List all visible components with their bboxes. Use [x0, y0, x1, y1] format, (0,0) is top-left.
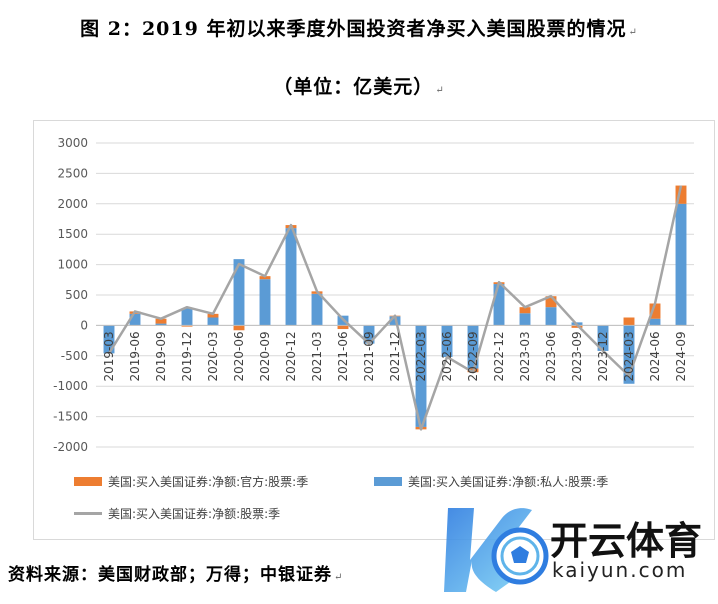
x-tick-label: 2020-12 [284, 331, 298, 381]
x-tick-label: 2021-12 [388, 331, 402, 381]
x-tick-label: 2024-03 [622, 331, 636, 381]
x-tick-label: 2022-12 [492, 331, 506, 381]
x-tick-label: 2019-06 [128, 331, 142, 381]
bar-private [207, 317, 219, 326]
y-tick-label: -2000 [53, 440, 88, 454]
y-tick-label: -1000 [53, 379, 88, 393]
legend-swatch-private [374, 477, 402, 486]
y-tick-label: -500 [61, 349, 88, 363]
bar-official [519, 307, 531, 314]
bar-official [259, 276, 271, 280]
bar-official [623, 317, 635, 326]
bar-private [649, 318, 661, 326]
bar-private [415, 325, 427, 427]
bar-private [467, 325, 479, 369]
x-tick-label: 2019-09 [154, 331, 168, 381]
bar-official [337, 325, 349, 330]
x-tick-label: 2023-03 [518, 331, 532, 381]
return-mark-icon: ↵ [334, 572, 344, 583]
x-tick-label: 2023-09 [570, 331, 584, 381]
bar-official [155, 318, 167, 324]
legend-item-official: 美国:买入美国证券:净额:官方:股票:季 [74, 473, 308, 490]
bar-official [649, 303, 661, 319]
bar-private [363, 325, 375, 344]
bar-official [571, 325, 583, 328]
bar-private [103, 325, 115, 354]
x-tick-label: 2022-06 [440, 331, 454, 381]
y-tick-label: 0 [80, 318, 88, 332]
x-tick-label: 2022-09 [466, 331, 480, 381]
y-tick-label: 2500 [57, 166, 88, 180]
chart-title: 图 2：2019 年初以来季度外国投资者净买入美国股票的情况 ↵ [80, 18, 638, 40]
chart-area: -2000 -1500 -1000 -500 0 500 1000 1500 2000 2500 3… [33, 120, 715, 540]
return-mark-icon: ↵ [435, 85, 445, 96]
bar-official [181, 325, 193, 327]
x-tick-label: 2022-03 [414, 331, 428, 381]
y-tick-label: 500 [65, 288, 88, 302]
legend-label-official: 美国:买入美国证券:净额:官方:股票:季 [108, 475, 309, 489]
bar-private [675, 203, 687, 326]
bar-private [441, 325, 453, 358]
bar-private [519, 313, 531, 326]
bar-official [675, 185, 687, 204]
y-tick-label: 1500 [57, 227, 88, 241]
bar-private [233, 259, 245, 326]
bar-private [181, 308, 193, 326]
legend-item-private: 美国:买入美国证券:净额:私人:股票:季 [374, 473, 608, 490]
bar-private [129, 313, 141, 326]
bar-private [623, 325, 635, 384]
x-tick-label: 2020-06 [232, 331, 246, 381]
y-tick-label: 3000 [57, 136, 88, 150]
chart-unit: （单位：亿美元） ↵ [273, 76, 445, 98]
bar-private [285, 228, 297, 326]
source-note: 资料来源：美国财政部；万得；中银证券 ↵ [8, 565, 344, 585]
x-tick-label: 2024-09 [674, 331, 688, 381]
x-tick-label: 2021-06 [336, 331, 350, 381]
legend-item-total: 美国:买入美国证券:净额:股票:季 [74, 505, 280, 522]
logo-url-text: kaiyun.com [552, 558, 688, 582]
x-tick-label: 2023-06 [544, 331, 558, 381]
x-tick-label: 2023-12 [596, 331, 610, 381]
bar-private [259, 279, 271, 326]
bar-private [311, 293, 323, 326]
x-tick-label: 2019-03 [102, 331, 116, 381]
series-line-total [107, 185, 683, 431]
chart-svg: -2000 -1500 -1000 -500 0 500 1000 1500 2000 2500 3… [53, 136, 694, 454]
y-tick-label: -1500 [53, 410, 88, 424]
return-mark-icon: ↵ [628, 27, 638, 38]
bar-private [545, 307, 557, 326]
y-tick-label: 1000 [57, 258, 88, 272]
watermark-logo: 开云体育 kaiyun.com [440, 500, 716, 600]
legend-swatch-official [74, 477, 102, 486]
bar-private [155, 323, 167, 326]
logo-brand-text: 开云体育 [550, 519, 703, 563]
x-tick-label: 2019-12 [180, 331, 194, 381]
x-tick-label: 2021-03 [310, 331, 324, 381]
x-tick-label: 2020-03 [206, 331, 220, 381]
x-tick-label: 2020-09 [258, 331, 272, 381]
legend-label-total: 美国:买入美国证券:净额:股票:季 [108, 507, 281, 521]
bar-private [493, 284, 505, 326]
bar-official [233, 325, 245, 331]
kaiyun-k-logo-icon [444, 508, 549, 592]
bar-official [545, 296, 557, 308]
bar-official [207, 313, 219, 318]
x-tick-label: 2024-06 [648, 331, 662, 381]
bar-private [597, 325, 609, 351]
legend-label-private: 美国:买入美国证券:净额:私人:股票:季 [408, 475, 609, 489]
y-tick-label: 2000 [57, 197, 88, 211]
x-tick-label: 2021-09 [362, 331, 376, 381]
legend-swatch-total [74, 512, 102, 515]
